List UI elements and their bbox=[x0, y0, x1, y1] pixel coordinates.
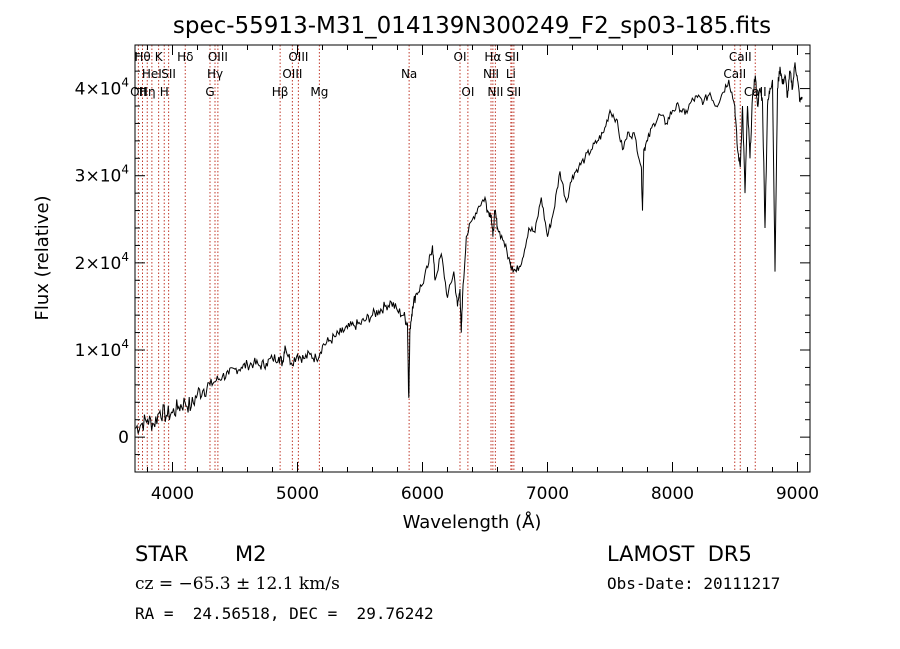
y-tick-exponent-3: 4 bbox=[121, 163, 129, 177]
y-tick-mantissa-3: 3×10 bbox=[75, 167, 122, 187]
x-tick-label-0: 4000 bbox=[151, 484, 194, 504]
x-tick-label-5: 9000 bbox=[776, 484, 819, 504]
spectral-line-labels: OIIHθHηHeIKHSIIHδGHγOIIIHβOIIIOIIIMgNaOI… bbox=[130, 50, 767, 99]
series-line-0 bbox=[134, 62, 803, 434]
y-tick-mantissa-4: 4×10 bbox=[75, 80, 122, 100]
x-tick-label-1: 5000 bbox=[276, 484, 319, 504]
spectral-line-label-17: OI bbox=[461, 85, 474, 99]
coords-label: RA = 24.56518, DEC = 29.76242 bbox=[135, 604, 434, 623]
y-tick-exponent-1: 4 bbox=[121, 337, 129, 351]
spectral-line-label-26: CaII bbox=[744, 85, 767, 99]
y-tick-label-4: 4×104 bbox=[75, 76, 129, 100]
x-tick-label-3: 7000 bbox=[526, 484, 569, 504]
spectral-line-label-18: NII bbox=[483, 67, 499, 81]
plot-frame bbox=[134, 44, 811, 473]
y-tick-label-2: 2×104 bbox=[75, 250, 129, 274]
y-tick-label-1: 1×104 bbox=[75, 337, 129, 361]
spectral-line-label-14: Mg bbox=[310, 85, 328, 99]
spectral-line-label-1: Hθ bbox=[134, 50, 150, 64]
chart-title: spec-55913-M31_014139N300249_F2_sp03-185… bbox=[173, 13, 771, 39]
spectral-line-label-23: SII bbox=[507, 85, 522, 99]
series-layer bbox=[134, 62, 803, 434]
spectral-line-label-24: CaII bbox=[723, 67, 746, 81]
x-tick-label-4: 8000 bbox=[651, 484, 694, 504]
y-tick-mantissa-0: 0 bbox=[118, 428, 129, 448]
x-tick-label-2: 6000 bbox=[401, 484, 444, 504]
y-tick-mantissa-2: 2×10 bbox=[75, 254, 122, 274]
y-tick-label-3: 3×104 bbox=[75, 163, 129, 187]
spectral-line-label-2: Hη bbox=[139, 85, 156, 99]
spectral-line-label-7: Hδ bbox=[177, 50, 193, 64]
spectral-line-markers bbox=[137, 45, 756, 472]
velocity-label: cz = −65.3 ± 12.1 km/s bbox=[135, 574, 340, 594]
spectral-line-label-22: SII bbox=[505, 50, 520, 64]
spectral-line-label-9: Hγ bbox=[207, 67, 223, 81]
x-axis-label: Wavelength (Å) bbox=[403, 511, 542, 533]
spectral-line-label-19: Hα bbox=[484, 50, 501, 64]
y-axis-label: Flux (relative) bbox=[32, 195, 53, 320]
subclass-label: M2 bbox=[235, 542, 266, 566]
x-axis: 4000 5000 6000 7000 8000 9000 bbox=[147, 45, 819, 504]
spectral-line-label-11: Hβ bbox=[272, 85, 289, 99]
spectral-line-label-25: CaII bbox=[729, 50, 752, 64]
y-tick-label-0: 0 bbox=[118, 428, 129, 448]
spectral-line-label-6: SII bbox=[161, 67, 176, 81]
survey-label: LAMOST DR5 bbox=[607, 542, 752, 566]
info-panel: STAR M2 LAMOST DR5 cz = −65.3 ± 12.1 km/… bbox=[135, 542, 780, 623]
spectral-line-label-3: HeI bbox=[142, 67, 162, 81]
spectral-line-label-10: OIII bbox=[208, 50, 228, 64]
spectral-line-label-8: G bbox=[205, 85, 214, 99]
spectral-line-label-16: OI bbox=[454, 50, 467, 64]
spectral-line-label-21: Li bbox=[506, 67, 516, 81]
spectral-line-label-15: Na bbox=[401, 67, 417, 81]
class-label: STAR bbox=[135, 542, 188, 566]
spectral-line-label-20: NII bbox=[487, 85, 503, 99]
y-tick-exponent-2: 4 bbox=[121, 250, 129, 264]
spectral-line-label-5: H bbox=[160, 85, 169, 99]
spectral-line-label-12: OIII bbox=[282, 67, 302, 81]
spectral-line-label-13: OIII bbox=[288, 50, 308, 64]
spectral-line-label-4: K bbox=[155, 50, 164, 64]
y-tick-mantissa-1: 1×10 bbox=[75, 341, 122, 361]
y-tick-exponent-4: 4 bbox=[121, 76, 129, 90]
obs-date-label: Obs-Date: 20111217 bbox=[607, 574, 780, 593]
